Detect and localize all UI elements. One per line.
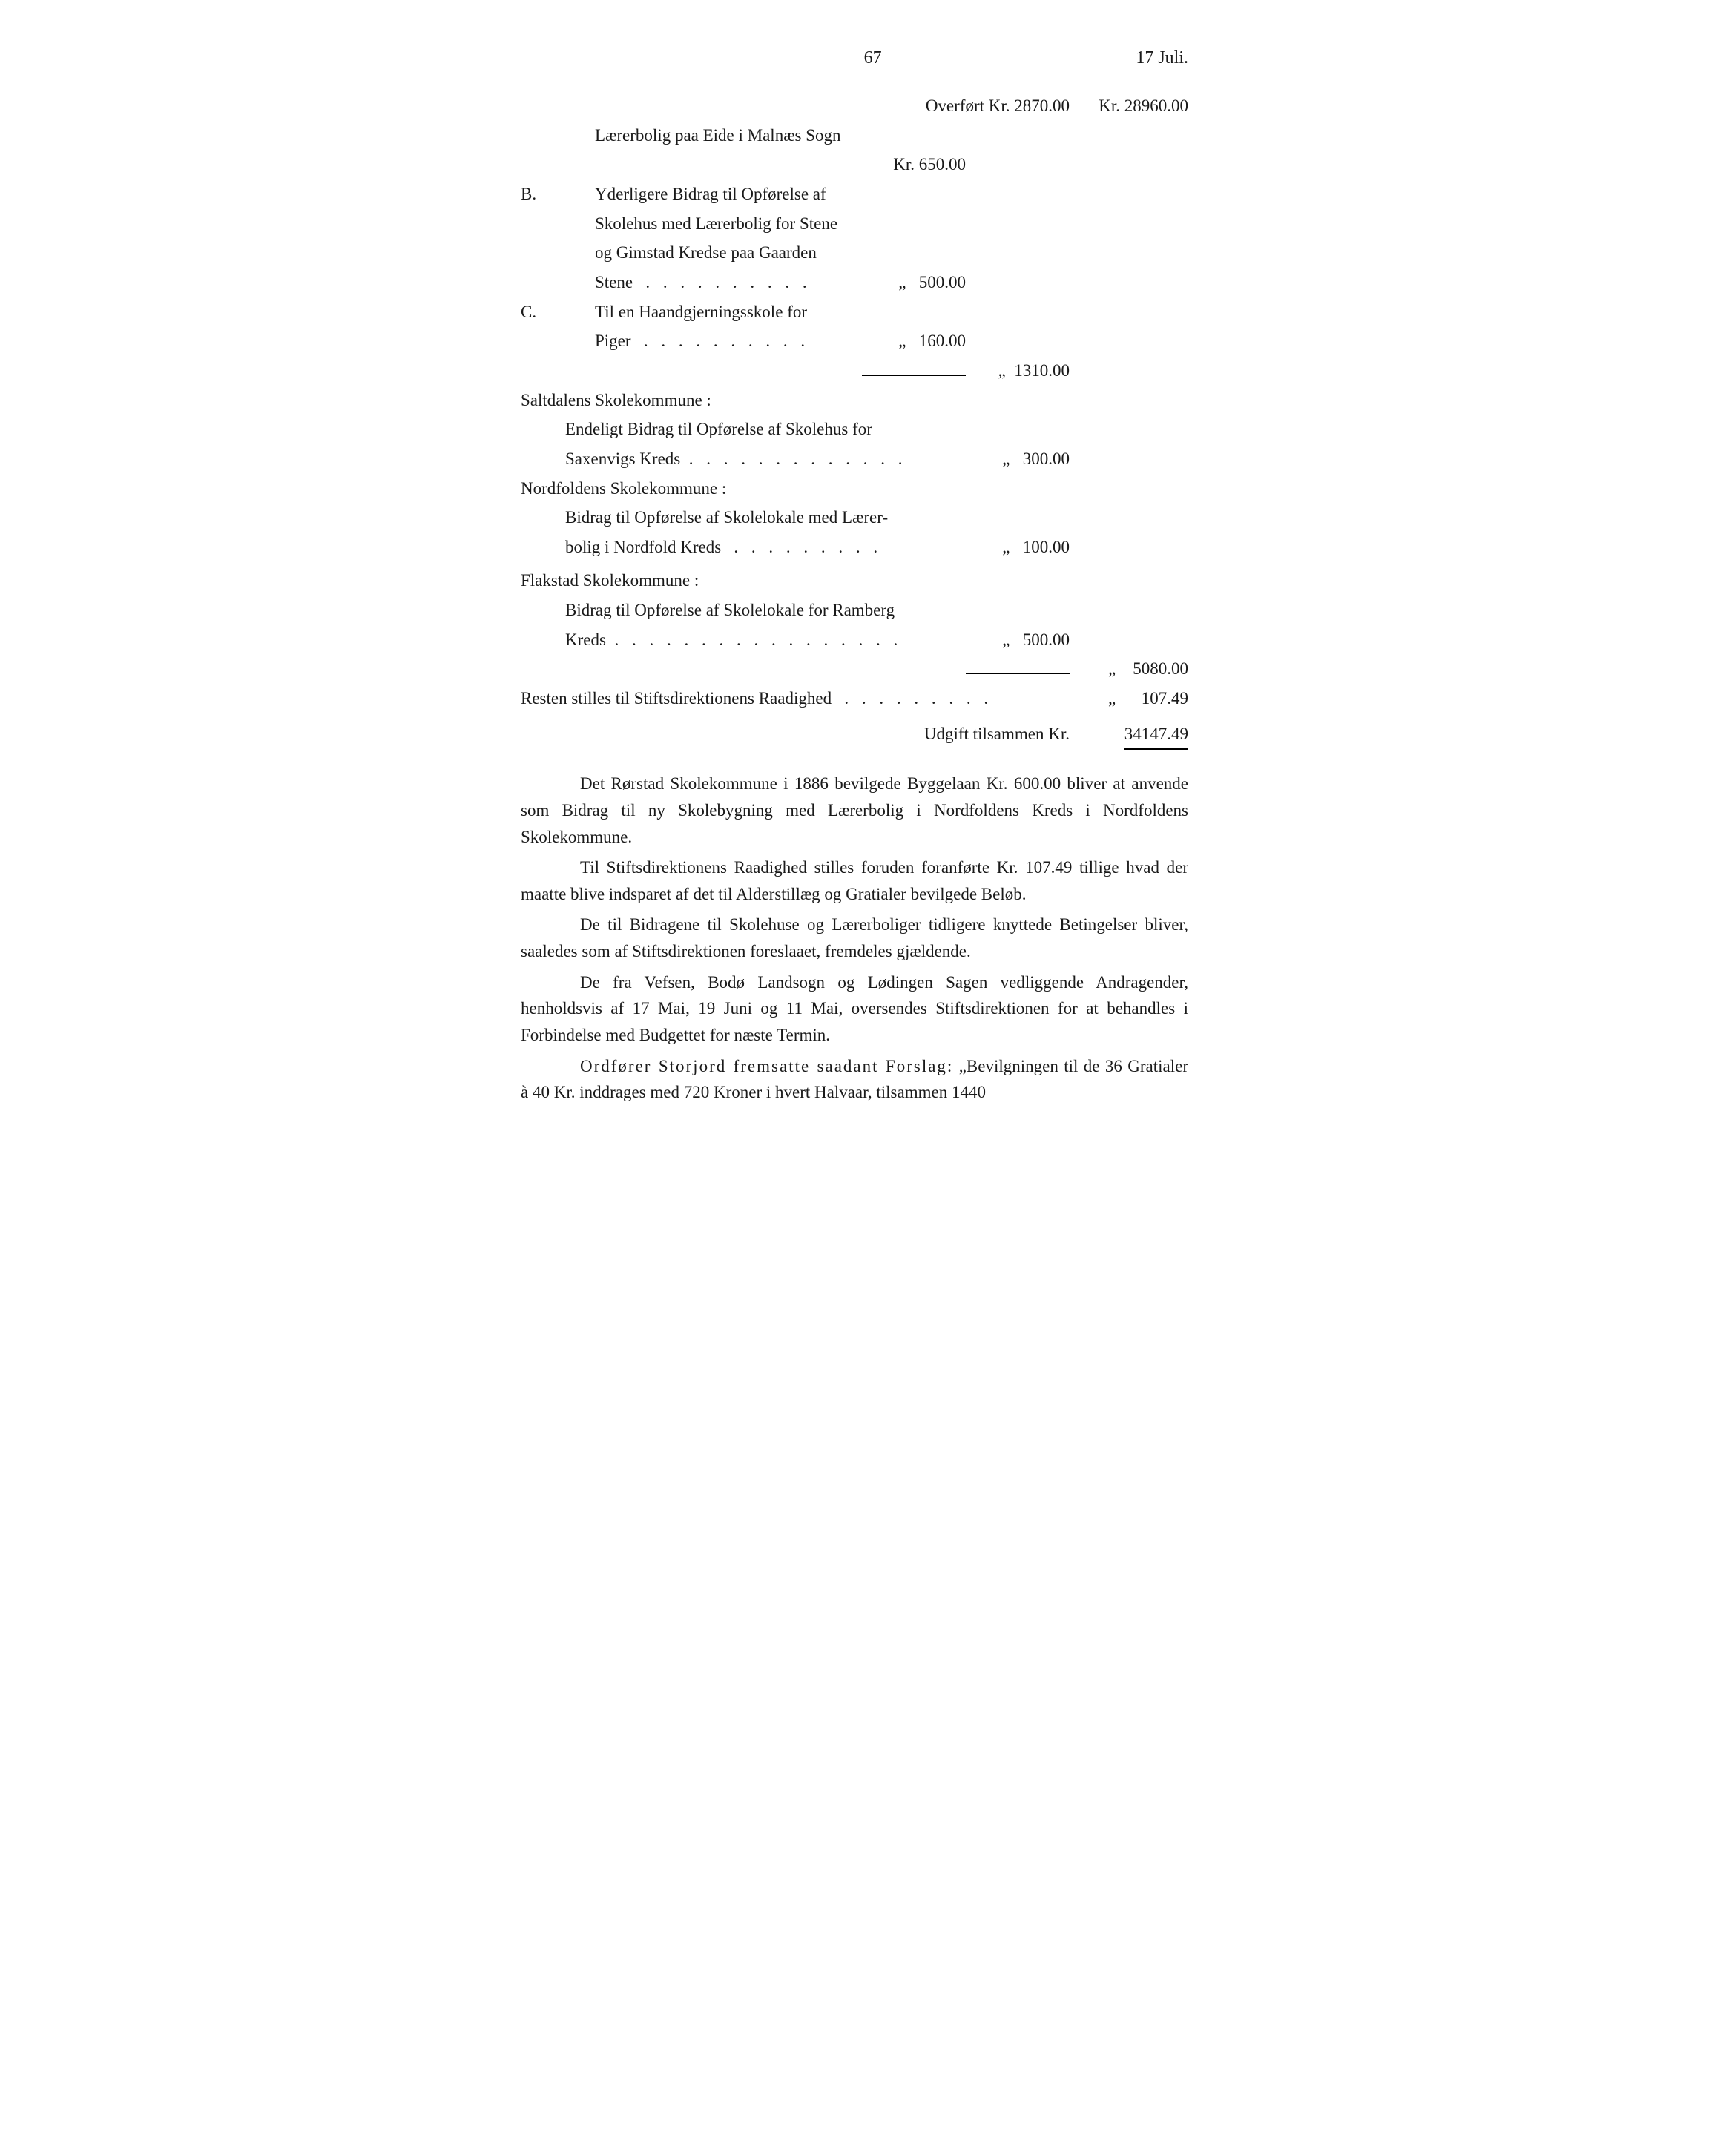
paragraph-4: De fra Vefsen, Bodø Landsogn og Lødingen…: [521, 969, 1188, 1049]
subtotal-1: „ 1310.00: [966, 357, 1070, 384]
paragraph-1: Det Rørstad Skolekommune i 1886 bevilged…: [521, 771, 1188, 850]
page-number: 67: [610, 44, 1136, 72]
item-c-label: C.: [521, 299, 550, 326]
item-c-amount: „ 160.00: [862, 328, 966, 355]
rule-icon: [862, 375, 966, 376]
paragraph-2: Til Stiftsdirektionens Raadighed stilles…: [521, 854, 1188, 907]
laererbolig-amount: Kr. 650.00: [862, 151, 966, 178]
item-b-amount: „ 500.00: [862, 269, 966, 296]
page: 67 17 Juli. Overført Kr. 2870.00 Kr. 289…: [521, 44, 1188, 1106]
laererbolig-text: Lærerbolig paa Eide i Malnæs Sogn: [550, 122, 862, 149]
carry-forward-row: Overført Kr. 2870.00 Kr. 28960.00: [521, 93, 1188, 119]
nordfolden-heading: Nordfoldens Skolekommune :: [521, 475, 1188, 502]
saltdalen-heading: Saltdalens Skolekommune :: [521, 387, 1188, 414]
saltdalen-amount: „ 300.00: [966, 446, 1070, 472]
laererbolig-row: Lærerbolig paa Eide i Malnæs Sogn: [521, 122, 1188, 149]
total-label: Udgift tilsammen Kr.: [924, 725, 1070, 743]
carry-label: Overført Kr. 2870.00: [926, 93, 1070, 119]
paragraph-3: De til Bidragene til Skolehuse og Lærerb…: [521, 911, 1188, 964]
total-row: Udgift tilsammen Kr. 34147.49: [521, 721, 1188, 751]
paragraph-5: Ordfører Storjord fremsatte saadant Fors…: [521, 1053, 1188, 1106]
flakstad-amount: „ 500.00: [966, 627, 1070, 653]
resten-row: Resten stilles til Stiftsdirektionens Ra…: [521, 685, 1188, 712]
subtotal-2: „ 5080.00: [1070, 656, 1188, 682]
item-b-row: B. Yderligere Bidrag til Opførelse af: [521, 181, 1188, 208]
flakstad-heading: Flakstad Skolekommune :: [521, 567, 1188, 594]
resten-amount: „ 107.49: [1070, 685, 1188, 712]
item-b-label: B.: [521, 181, 550, 208]
rule-icon: [966, 673, 1070, 674]
carry-amt2: Kr. 28960.00: [1070, 93, 1188, 119]
page-date: 17 Juli.: [1136, 44, 1188, 72]
body-paragraphs: Det Rørstad Skolekommune i 1886 bevilged…: [521, 771, 1188, 1106]
item-c-row: C. Til en Haandgjerningsskole for: [521, 299, 1188, 326]
nordfolden-amount: „ 100.00: [966, 534, 1070, 561]
total-amount: 34147.49: [1070, 721, 1188, 751]
laererbolig-amount-row: Kr. 650.00: [521, 151, 1188, 178]
page-header: 67 17 Juli.: [521, 44, 1188, 72]
